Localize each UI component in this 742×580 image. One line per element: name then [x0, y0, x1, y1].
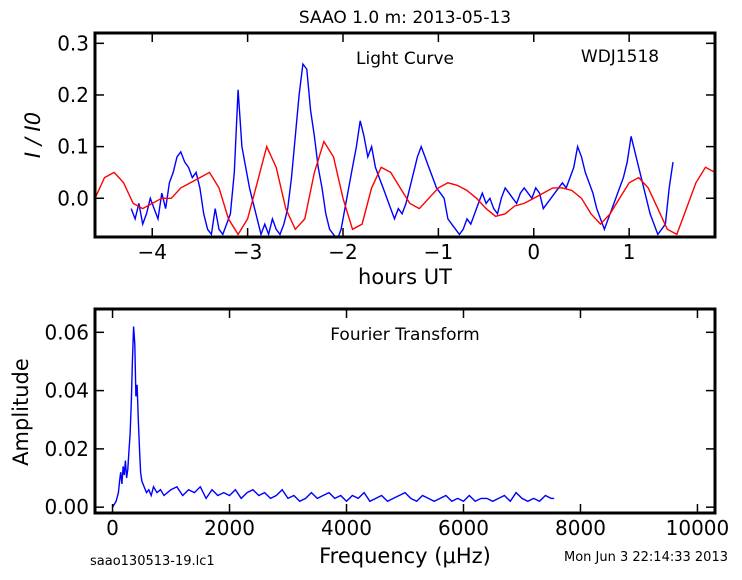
light-curve-xtick-label: −3 [233, 240, 262, 264]
light-curve-xtick-label: −4 [137, 240, 166, 264]
light-curve-ytick-label: 0.0 [57, 186, 89, 210]
light-curve-series-1 [95, 139, 715, 236]
fourier-xtick-label: 4000 [321, 516, 372, 540]
footer-timestamp: Mon Jun 3 22:14:33 2013 [564, 550, 728, 565]
footer-filename: saao130513-19.lc1 [90, 554, 215, 569]
fourier-frame [93, 307, 717, 515]
fourier-ytick-label: 0.02 [44, 437, 89, 461]
fourier-xtick-label: 10000 [666, 516, 730, 540]
fourier-xtick-label: 2000 [204, 516, 255, 540]
fourier-ytick-label: 0.06 [44, 320, 89, 344]
light-curve-title: Light Curve [356, 49, 454, 69]
light-curve-frame [93, 31, 717, 239]
light-curve-series-0 [130, 62, 674, 237]
light-curve-xlabel: hours UT [358, 265, 452, 289]
page-title: SAAO 1.0 m: 2013-05-13 [299, 8, 511, 28]
light-curve-ytick-label: 0.1 [57, 135, 89, 159]
fourier-ylabel: Amplitude [9, 358, 33, 466]
fourier-ytick-label: 0.00 [44, 495, 89, 519]
light-curve-xtick-label: −1 [424, 240, 453, 264]
light-curve-panel: Light Curve WDJ1518 hours UT I / I0 −4 −3… [21, 31, 717, 289]
fourier-xtick-label: 0 [106, 516, 119, 540]
light-curve-xtick-label: 0 [527, 240, 540, 264]
fourier-panel: Fourier Transform Frequency (μHz) Amplit… [9, 307, 730, 568]
light-curve-ylabel: I / I0 [21, 112, 45, 158]
fourier-xtick-label: 6000 [438, 516, 489, 540]
light-curve-xtick-label: −2 [328, 240, 357, 264]
fourier-ytick-label: 0.04 [44, 379, 89, 403]
target-label: WDJ1518 [581, 47, 659, 67]
fourier-series-0 [111, 326, 555, 508]
light-curve-xtick-label: 1 [623, 240, 636, 264]
fourier-xtick-label: 8000 [555, 516, 606, 540]
light-curve-ytick-label: 0.3 [57, 31, 89, 55]
light-curve-ytick-label: 0.2 [57, 83, 89, 107]
fourier-xlabel: Frequency (μHz) [319, 544, 491, 568]
fourier-title: Fourier Transform [330, 325, 479, 345]
